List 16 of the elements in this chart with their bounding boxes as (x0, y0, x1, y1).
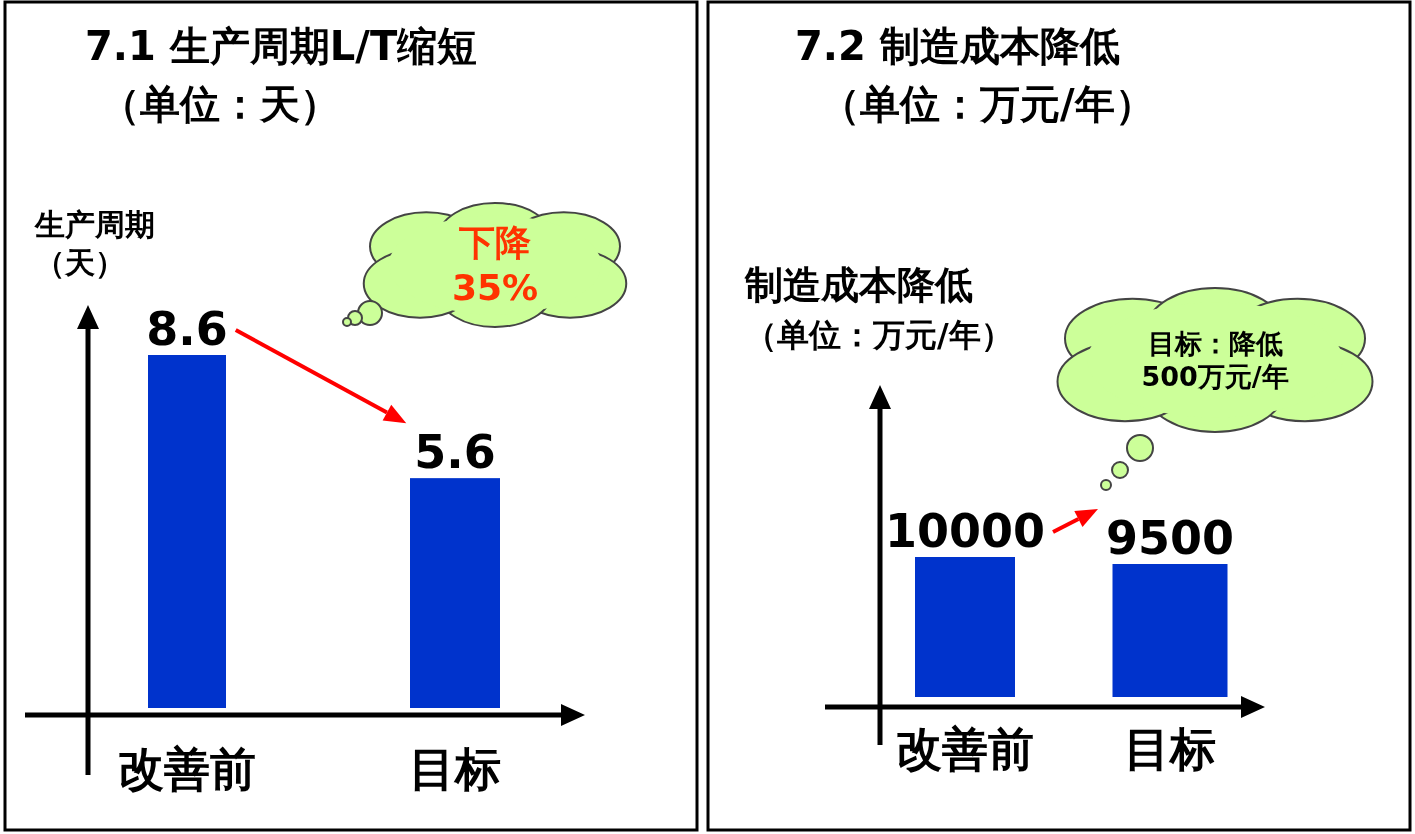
chart-title: 7.2 制造成本降低 (795, 23, 1120, 69)
data-label: 5.6 (414, 425, 496, 480)
x-tick-label: 目标 (1124, 722, 1216, 776)
data-label: 10000 (884, 504, 1046, 558)
chart-subtitle: （单位：天） (100, 81, 340, 127)
x-tick-label: 改善前 (118, 742, 256, 796)
text: 下降35% (451, 222, 539, 309)
data-label: 9500 (1105, 511, 1235, 565)
text: 目标：降低500万元/年 (1141, 327, 1289, 393)
chart-subtitle: （单位：万元/年） (820, 81, 1155, 127)
x-tick-label: 改善前 (896, 722, 1034, 776)
y-axis-title: 生产周期（天） (34, 207, 155, 280)
y-axis-title: 制造成本降低（单位：万元/年） (744, 263, 1013, 354)
data-label: 8.6 (146, 302, 228, 356)
chart-title: 7.1 生产周期L/T缩短 (85, 23, 478, 69)
x-tick-label: 目标 (409, 742, 501, 796)
